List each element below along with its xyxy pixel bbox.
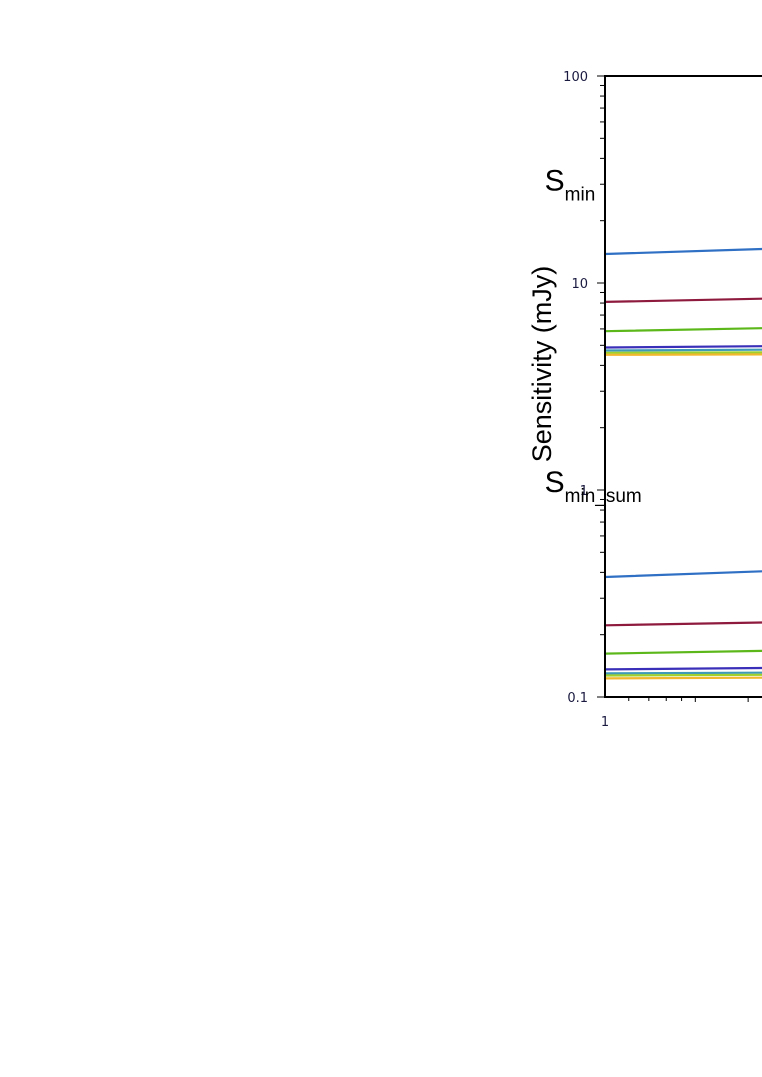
series-line-5 [603, 348, 762, 352]
y-tick-label: 0.1 [567, 691, 588, 706]
label-layer: 100 10 1 0.1 1 [563, 70, 609, 730]
series-line-4 [603, 345, 762, 349]
series-line-1 [603, 247, 762, 256]
y-tick-label: 10 [571, 277, 588, 292]
series-line-3 [603, 327, 762, 333]
tick-layer [597, 75, 749, 702]
series-line-9 [603, 621, 762, 627]
series-line-12 [603, 671, 762, 675]
annotation-main: S [545, 466, 565, 499]
series-line-11 [603, 666, 762, 671]
annotation-subscript: min_sum [565, 486, 642, 507]
series-line-10 [603, 649, 762, 655]
series-line-14 [603, 676, 762, 680]
annotation-label-1: Smin [545, 164, 596, 205]
series-line-13 [603, 673, 762, 677]
annotation-subscript: min [565, 184, 596, 205]
annotation-main: S [545, 164, 565, 197]
series-line-2 [603, 297, 762, 303]
series-line-8 [603, 570, 762, 579]
annotation-label-2: Smin_sum [545, 466, 642, 507]
series-layer [603, 247, 762, 680]
y-tick-label: 1 [580, 484, 588, 499]
y-axis-label: Sensitivity (mJy) [527, 266, 557, 463]
y-tick-label: 100 [563, 70, 588, 85]
x-tick-label: 1 [601, 715, 609, 730]
